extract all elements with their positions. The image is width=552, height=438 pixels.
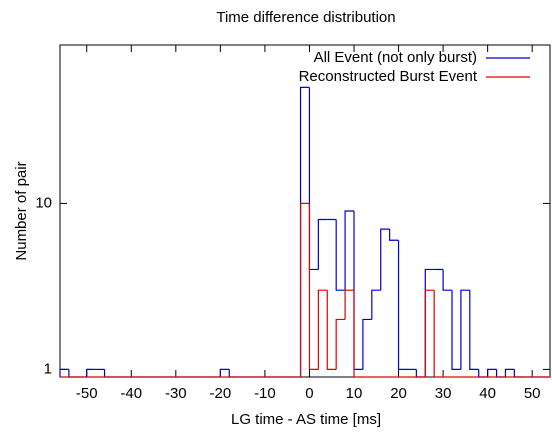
x-tick-label: -40 xyxy=(120,385,142,402)
histogram-step xyxy=(380,228,390,291)
x-tick-label: 30 xyxy=(435,385,452,402)
histogram-step xyxy=(335,318,346,370)
x-tick-label: -20 xyxy=(210,385,232,402)
histogram-step xyxy=(308,203,319,371)
histogram-step xyxy=(469,290,479,371)
histogram-step xyxy=(513,369,524,378)
histogram-step xyxy=(317,218,328,270)
histogram-step xyxy=(299,202,310,377)
histogram-step xyxy=(68,369,78,378)
histogram-step xyxy=(451,290,461,371)
legend-label: Reconstructed Burst Event xyxy=(299,68,478,85)
histogram-step xyxy=(308,87,319,271)
histogram-step xyxy=(424,268,435,377)
histogram-step xyxy=(335,219,346,291)
plot-frame xyxy=(59,44,551,378)
x-tick-label: 20 xyxy=(390,385,407,402)
histogram-step xyxy=(103,369,114,378)
x-tick-label: 50 xyxy=(524,385,541,402)
histogram-step xyxy=(326,290,337,371)
histogram-step xyxy=(433,290,444,378)
y-axis-label: Number of pair xyxy=(13,161,30,260)
histogram-step xyxy=(219,368,230,377)
histogram-step xyxy=(487,368,497,377)
histogram-step xyxy=(353,290,363,378)
histogram-step xyxy=(299,86,310,377)
histogram-step xyxy=(495,369,506,378)
histogram-step xyxy=(344,289,354,320)
histogram-step xyxy=(460,289,470,370)
x-tick-label: 10 xyxy=(346,385,363,402)
histogram-step xyxy=(362,318,372,370)
x-axis-label: LG time - AS time [ms] xyxy=(231,411,381,428)
histogram-step xyxy=(389,229,399,241)
histogram-step xyxy=(415,369,426,378)
legend-label: All Event (not only burst) xyxy=(314,49,477,66)
x-tick-label: 0 xyxy=(305,385,313,402)
histogram-step xyxy=(397,240,408,371)
histogram-step xyxy=(228,369,239,378)
x-tick-label: -10 xyxy=(254,385,276,402)
histogram-step xyxy=(353,211,363,371)
y-tick-label: 10 xyxy=(35,194,52,211)
histogram-step xyxy=(424,289,435,377)
y-tick-label: 1 xyxy=(44,360,52,377)
x-tick-label: -30 xyxy=(165,385,187,402)
histogram-step xyxy=(371,289,381,320)
histogram-step xyxy=(317,289,328,370)
histogram-step xyxy=(504,368,515,377)
histogram-step xyxy=(344,210,354,291)
histogram-step xyxy=(478,369,488,378)
histogram-step xyxy=(442,269,452,291)
histogram-step xyxy=(86,368,96,377)
histogram-step xyxy=(59,368,69,377)
chart-title: Time difference distribution xyxy=(216,9,395,26)
x-tick-label: -50 xyxy=(76,385,98,402)
x-tick-label: 40 xyxy=(479,385,496,402)
